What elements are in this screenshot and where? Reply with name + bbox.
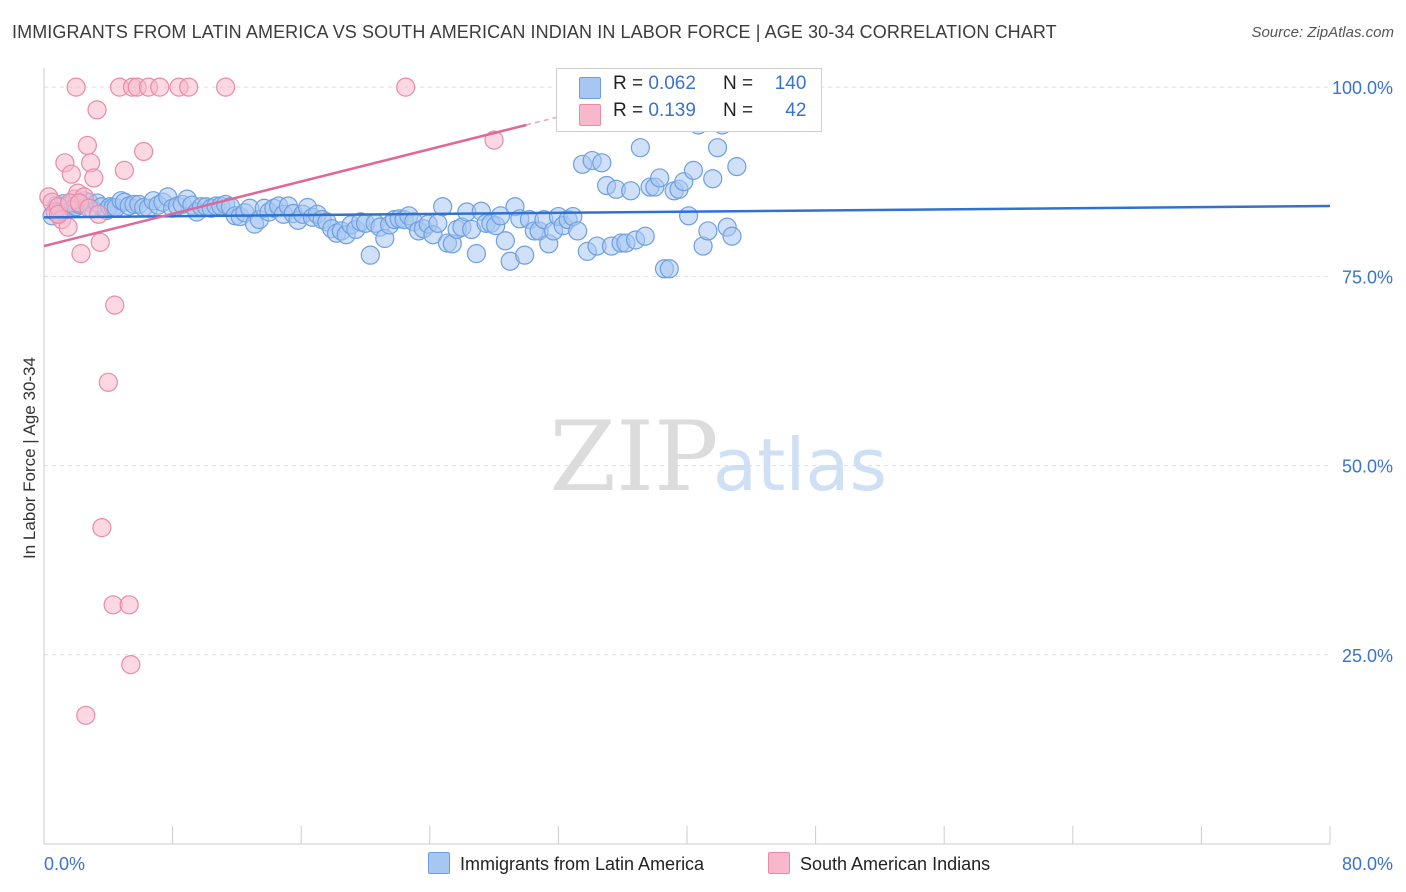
legend-swatch-pink (579, 104, 601, 126)
legend-swatch-pink (768, 852, 790, 874)
point-latin-america (727, 157, 747, 177)
point-latin-america (592, 153, 612, 173)
legend-swatch-blue (428, 852, 450, 874)
point-latin-america (630, 138, 650, 158)
point-latin-america (433, 197, 453, 217)
y-tick-label: 100.0% (1332, 78, 1393, 98)
source-credit: Source: ZipAtlas.com (1251, 24, 1394, 41)
watermark: ZIP atlas (549, 401, 887, 513)
trend-line-south-american-indians (43, 123, 527, 248)
point-south-american-indians (396, 77, 416, 97)
point-latin-america (621, 181, 641, 201)
point-latin-america (659, 259, 679, 279)
point-south-american-indians (484, 130, 504, 150)
y-tick-label: 75.0% (1342, 267, 1393, 287)
point-south-american-indians (134, 141, 154, 162)
point-latin-america (650, 168, 670, 188)
bottom-legend-latin-america: Immigrants from Latin America (428, 852, 704, 875)
point-south-american-indians (66, 77, 86, 97)
point-south-american-indians (216, 77, 236, 97)
point-latin-america (703, 169, 723, 189)
x-tick-label-max: 80.0% (1342, 854, 1393, 874)
legend-r-value: 0.139 (648, 100, 696, 121)
point-south-american-indians (103, 595, 123, 615)
legend-label: South American Indians (800, 854, 991, 874)
point-latin-america (428, 213, 448, 233)
legend-r-label: R = (613, 100, 644, 121)
legend-swatch-blue (579, 77, 601, 99)
point-south-american-indians (90, 232, 110, 252)
data-points (39, 77, 747, 725)
legend-n-value: 140 (774, 73, 807, 94)
point-latin-america (495, 231, 515, 251)
point-south-american-indians (76, 705, 96, 725)
point-south-american-indians (84, 168, 104, 188)
legend-n-value: 42 (785, 100, 807, 121)
legend-r-label: R = (613, 73, 644, 94)
point-south-american-indians (77, 135, 98, 156)
point-south-american-indians (61, 164, 81, 184)
point-latin-america (698, 221, 718, 241)
legend-box: R = 0.062 N = 140 R = 0.139 N = 42 (556, 68, 822, 132)
legend-n-label: N = (723, 100, 754, 121)
point-south-american-indians (48, 204, 69, 224)
watermark-atlas: atlas (713, 423, 887, 507)
point-south-american-indians (150, 77, 170, 97)
trend-line-latin-america (43, 204, 1331, 219)
point-south-american-indians (114, 160, 134, 180)
point-south-american-indians (87, 100, 107, 120)
y-tick-label: 50.0% (1342, 457, 1393, 477)
legend-r-value: 0.062 (648, 73, 696, 94)
point-south-american-indians (98, 372, 118, 392)
point-latin-america (722, 226, 742, 246)
watermark-zip: ZIP (549, 401, 718, 513)
legend-n-label: N = (723, 73, 754, 94)
legend-label: Immigrants from Latin America (460, 854, 705, 874)
point-latin-america (635, 226, 655, 246)
tick-labels: 25.0% 50.0% 75.0% 100.0% 0.0% 80.0% (44, 78, 1393, 874)
point-south-american-indians (89, 204, 109, 224)
chart-title: IMMIGRANTS FROM LATIN AMERICA VS SOUTH A… (12, 22, 1057, 42)
point-south-american-indians (92, 518, 112, 538)
point-latin-america (679, 206, 699, 226)
point-south-american-indians (121, 655, 141, 675)
y-tick-label: 25.0% (1342, 646, 1393, 666)
x-tick-label-min: 0.0% (44, 854, 85, 874)
point-latin-america (466, 244, 487, 264)
point-latin-america (515, 245, 535, 265)
point-south-american-indians (179, 77, 199, 97)
point-south-american-indians (71, 244, 91, 264)
bottom-legend-south-american-indians: South American Indians (768, 852, 990, 875)
point-south-american-indians (119, 595, 139, 615)
point-south-american-indians (105, 295, 125, 315)
point-latin-america (707, 138, 728, 158)
point-latin-america (360, 245, 380, 265)
point-latin-america (683, 160, 704, 180)
point-latin-america (568, 221, 588, 241)
point-latin-america (490, 206, 511, 226)
